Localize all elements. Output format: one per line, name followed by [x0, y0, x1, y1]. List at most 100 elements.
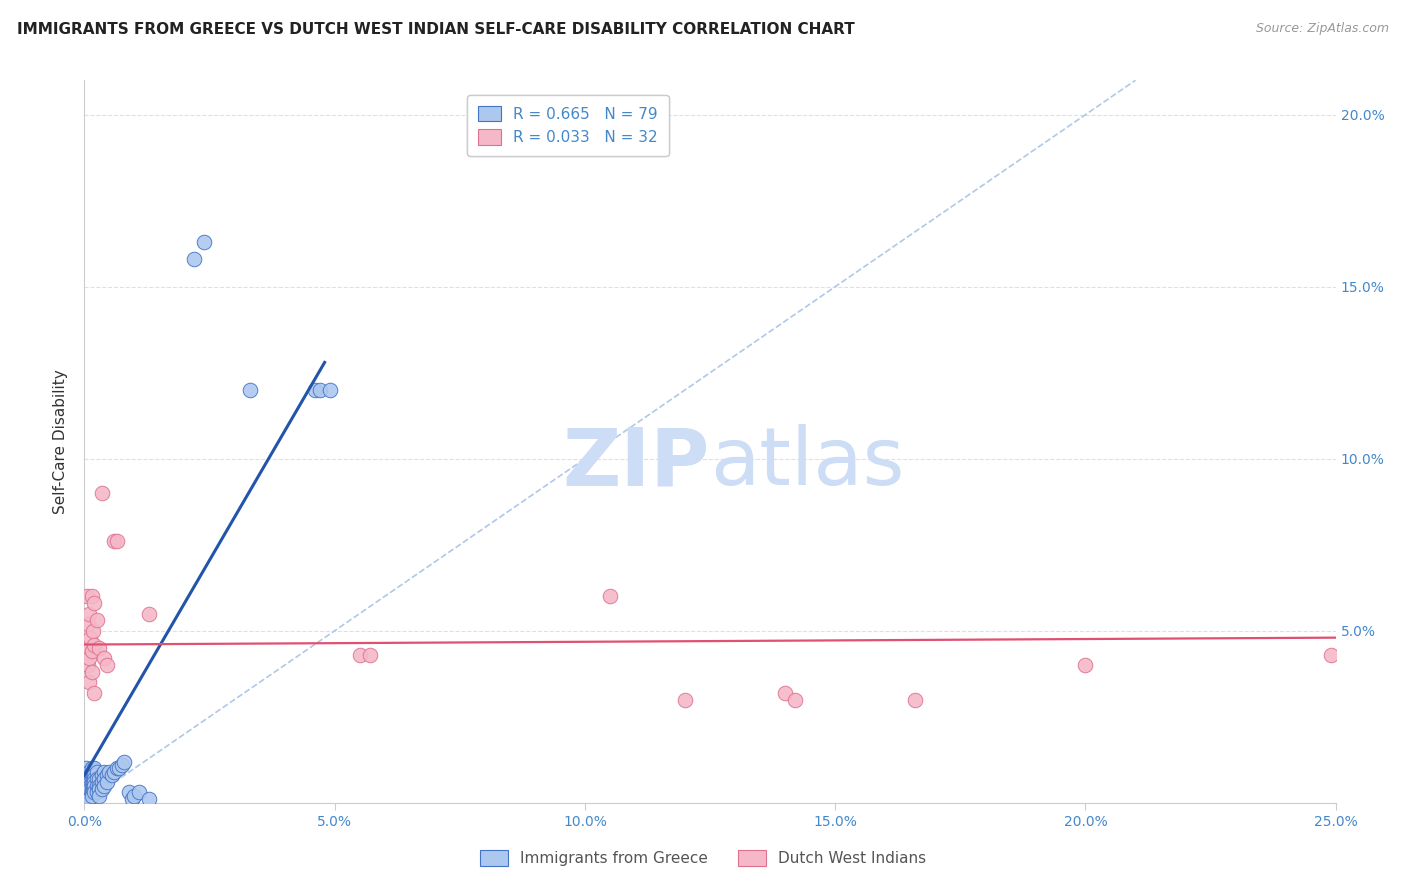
Legend: R = 0.665   N = 79, R = 0.033   N = 32: R = 0.665 N = 79, R = 0.033 N = 32: [467, 95, 669, 156]
Point: [80, 789, 103, 803]
Point: [79, 675, 101, 690]
Point: [79, 651, 101, 665]
Point: [79, 785, 101, 799]
Point: [79, 631, 101, 645]
Point: [75, 761, 97, 775]
Point: [83, 779, 105, 793]
Point: [138, 607, 160, 621]
Point: [89, 779, 111, 793]
Text: Source: ZipAtlas.com: Source: ZipAtlas.com: [1256, 22, 1389, 36]
Point: [79, 792, 101, 806]
Point: [183, 252, 205, 267]
Point: [86, 764, 108, 779]
Point: [90, 782, 112, 797]
Point: [79, 782, 101, 797]
Text: atlas: atlas: [710, 425, 904, 502]
Point: [80, 761, 103, 775]
Point: [108, 761, 131, 775]
Point: [76, 782, 98, 797]
Point: [76, 779, 98, 793]
Point: [93, 764, 115, 779]
Point: [86, 772, 108, 786]
Point: [80, 768, 103, 782]
Point: [76, 768, 98, 782]
Point: [96, 775, 118, 789]
Point: [308, 383, 330, 397]
Point: [904, 692, 927, 706]
Point: [77, 768, 100, 782]
Point: [80, 782, 103, 797]
Point: [79, 782, 101, 797]
Point: [93, 779, 115, 793]
Point: [77, 658, 100, 673]
Point: [76, 785, 98, 799]
Point: [90, 768, 112, 782]
Point: [83, 772, 105, 786]
Point: [82, 624, 104, 638]
Point: [111, 758, 134, 772]
Text: ZIP: ZIP: [562, 425, 710, 502]
Point: [80, 644, 103, 658]
Point: [79, 779, 101, 793]
Point: [76, 785, 98, 799]
Point: [76, 590, 98, 604]
Point: [83, 775, 105, 789]
Point: [93, 772, 115, 786]
Point: [105, 761, 128, 775]
Point: [90, 486, 112, 500]
Point: [76, 779, 98, 793]
Point: [118, 785, 141, 799]
Point: [76, 772, 98, 786]
Point: [89, 640, 111, 655]
Point: [121, 792, 143, 806]
Point: [80, 775, 103, 789]
Point: [83, 785, 105, 799]
Point: [304, 383, 326, 397]
Y-axis label: Self-Care Disability: Self-Care Disability: [53, 369, 69, 514]
Point: [98, 764, 121, 779]
Point: [76, 640, 98, 655]
Point: [773, 686, 796, 700]
Point: [349, 648, 371, 662]
Point: [77, 775, 100, 789]
Point: [76, 775, 98, 789]
Point: [124, 789, 146, 803]
Point: [79, 775, 101, 789]
Point: [673, 692, 696, 706]
Point: [83, 761, 105, 775]
Point: [103, 534, 125, 549]
Point: [79, 768, 101, 782]
Point: [86, 779, 108, 793]
Point: [89, 782, 111, 797]
Point: [79, 779, 101, 793]
Point: [79, 764, 101, 779]
Point: [93, 651, 115, 665]
Point: [80, 665, 103, 679]
Point: [86, 614, 108, 628]
Point: [79, 772, 101, 786]
Point: [96, 768, 118, 782]
Point: [238, 383, 260, 397]
Point: [193, 235, 215, 249]
Point: [83, 686, 105, 700]
Point: [96, 658, 118, 673]
Point: [1319, 648, 1341, 662]
Point: [83, 768, 105, 782]
Point: [82, 772, 104, 786]
Point: [82, 782, 104, 797]
Point: [77, 785, 100, 799]
Point: [90, 775, 112, 789]
Point: [79, 789, 101, 803]
Point: [82, 764, 104, 779]
Point: [76, 789, 98, 803]
Point: [79, 607, 101, 621]
Point: [79, 775, 101, 789]
Point: [80, 590, 103, 604]
Point: [138, 792, 160, 806]
Point: [1074, 658, 1097, 673]
Point: [83, 596, 105, 610]
Point: [76, 616, 98, 631]
Point: [128, 785, 150, 799]
Point: [89, 772, 111, 786]
Point: [77, 782, 100, 797]
